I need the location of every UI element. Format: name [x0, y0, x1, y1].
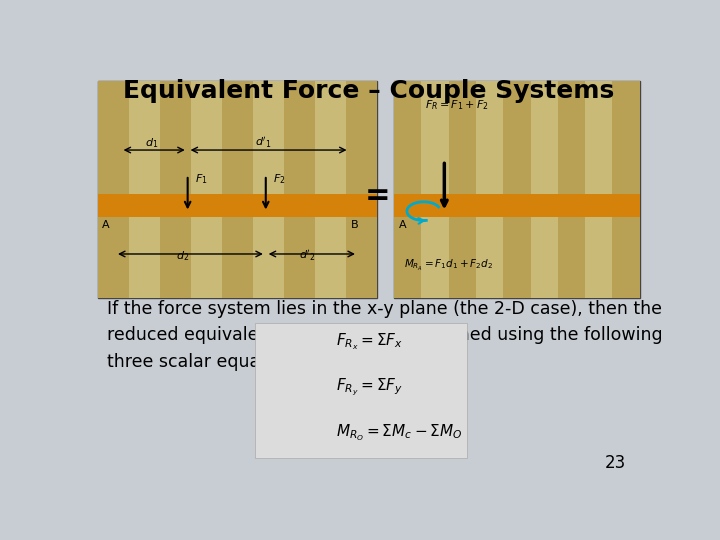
Text: $M_{R_O} = \Sigma M_c - \Sigma M_O$: $M_{R_O} = \Sigma M_c - \Sigma M_O$ — [336, 422, 462, 443]
FancyBboxPatch shape — [394, 194, 639, 217]
Text: B: B — [351, 220, 359, 230]
Text: A: A — [102, 220, 110, 230]
Text: If the force system lies in the x-y plane (the 2-D case), then the
reduced equiv: If the force system lies in the x-y plan… — [107, 300, 662, 370]
FancyBboxPatch shape — [99, 194, 377, 217]
FancyBboxPatch shape — [253, 82, 284, 298]
FancyBboxPatch shape — [476, 82, 503, 298]
Text: Equivalent Force – Couple Systems: Equivalent Force – Couple Systems — [123, 79, 615, 103]
FancyBboxPatch shape — [192, 82, 222, 298]
Text: $d'_1$: $d'_1$ — [255, 135, 271, 150]
FancyBboxPatch shape — [161, 82, 192, 298]
FancyBboxPatch shape — [284, 82, 315, 298]
Text: =: = — [364, 181, 390, 210]
FancyBboxPatch shape — [503, 82, 531, 298]
FancyBboxPatch shape — [255, 322, 467, 458]
FancyBboxPatch shape — [222, 82, 253, 298]
FancyBboxPatch shape — [558, 82, 585, 298]
FancyBboxPatch shape — [394, 82, 639, 298]
Text: $F_2$: $F_2$ — [273, 172, 286, 186]
Text: $d_1$: $d_1$ — [145, 136, 158, 150]
FancyBboxPatch shape — [612, 82, 639, 298]
Text: $M_{R_A} = F_1d_1 + F_2d_2$: $M_{R_A} = F_1d_1 + F_2d_2$ — [404, 258, 492, 273]
FancyBboxPatch shape — [346, 82, 377, 298]
Text: $F_{R_y} = \Sigma F_y$: $F_{R_y} = \Sigma F_y$ — [336, 376, 402, 397]
FancyBboxPatch shape — [421, 82, 449, 298]
Text: $F_R = F_1 + F_2$: $F_R = F_1 + F_2$ — [425, 98, 488, 112]
FancyBboxPatch shape — [99, 82, 130, 298]
Text: 23: 23 — [604, 454, 626, 472]
FancyBboxPatch shape — [99, 82, 377, 298]
Text: $d'_2$: $d'_2$ — [300, 249, 316, 264]
Text: $F_{R_x} = \Sigma F_x$: $F_{R_x} = \Sigma F_x$ — [336, 331, 402, 352]
FancyBboxPatch shape — [130, 82, 161, 298]
Text: A: A — [399, 220, 406, 230]
Text: $F_1$: $F_1$ — [195, 172, 207, 186]
FancyBboxPatch shape — [449, 82, 476, 298]
FancyBboxPatch shape — [394, 82, 421, 298]
FancyBboxPatch shape — [315, 82, 346, 298]
FancyBboxPatch shape — [585, 82, 612, 298]
FancyBboxPatch shape — [531, 82, 558, 298]
Text: $d_2$: $d_2$ — [176, 249, 189, 263]
